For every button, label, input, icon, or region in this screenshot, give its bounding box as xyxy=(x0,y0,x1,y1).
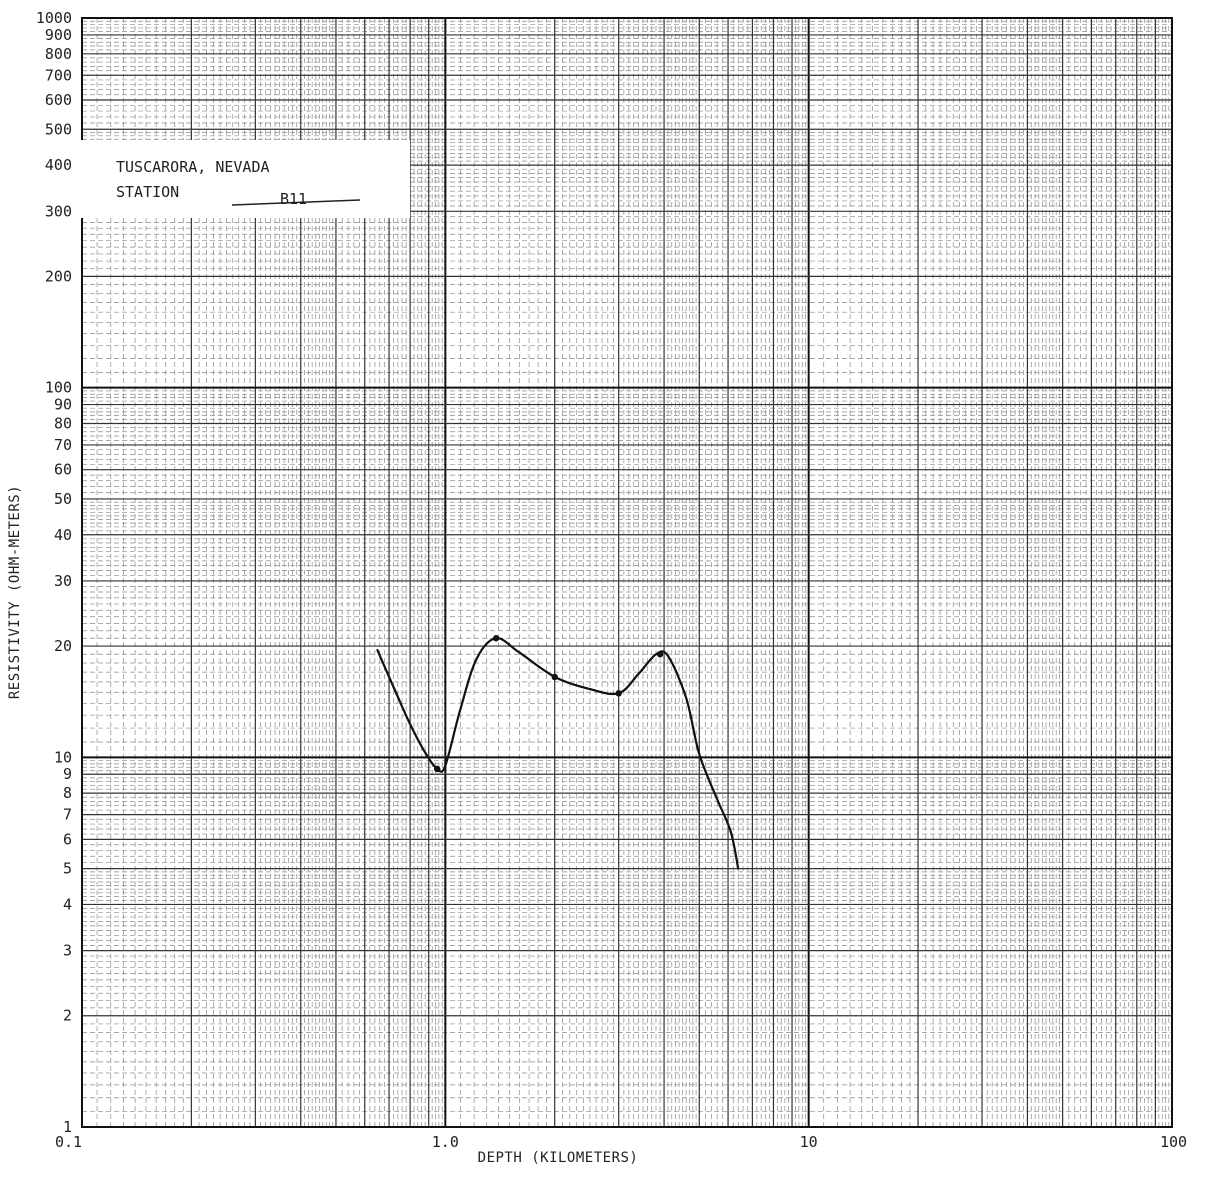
x-tick-label: 10 xyxy=(800,1133,818,1151)
label-box-background xyxy=(80,140,410,218)
y-tick-label: 4 xyxy=(63,895,72,913)
station-label-box: TUSCARORA, NEVADA STATION B11 xyxy=(80,140,410,218)
y-axis-title: RESISTIVITY (OHM-METERS) xyxy=(7,485,23,699)
data-point xyxy=(656,651,664,658)
y-tick-label: 2 xyxy=(63,1007,72,1025)
y-tick-label: 1000 xyxy=(36,9,72,27)
y-tick-label: 8 xyxy=(63,784,72,802)
y-tick-label: 80 xyxy=(54,414,72,432)
y-tick-label: 600 xyxy=(45,91,72,109)
y-tick-label: 90 xyxy=(54,396,72,414)
data-point xyxy=(492,635,500,642)
data-point xyxy=(615,690,622,697)
x-tick-label: 0.1 xyxy=(55,1133,82,1151)
y-tick-label: 20 xyxy=(54,637,72,655)
y-tick-label: 100 xyxy=(45,379,72,397)
x-tick-label: 100 xyxy=(1160,1133,1187,1151)
y-tick-label: 1 xyxy=(63,1118,72,1136)
y-tick-label: 10 xyxy=(54,748,72,766)
station-value: B11 xyxy=(280,190,307,208)
series-layer xyxy=(376,635,740,870)
station-underline xyxy=(231,199,361,206)
y-tick-label: 60 xyxy=(54,461,72,479)
y-tick-label: 9 xyxy=(63,765,72,783)
y-tick-label: 7 xyxy=(63,806,72,824)
data-point xyxy=(434,765,441,773)
y-tick-label: 200 xyxy=(45,267,72,285)
y-tick-label: 6 xyxy=(63,830,72,848)
y-tick-label: 3 xyxy=(63,942,72,960)
plot-frame xyxy=(81,17,1173,1128)
y-tick-label: 300 xyxy=(45,202,72,220)
y-tick-label: 700 xyxy=(45,66,72,84)
station-label: STATION xyxy=(116,183,179,201)
y-tick-label: 40 xyxy=(54,526,72,544)
y-tick-label: 500 xyxy=(45,120,72,138)
y-tick-label: 400 xyxy=(45,156,72,174)
chart-title: TUSCARORA, NEVADA xyxy=(116,158,270,176)
data-point xyxy=(551,673,558,681)
y-tick-label: 50 xyxy=(54,490,72,508)
grid-minor xyxy=(82,18,1172,1127)
x-axis-title: DEPTH (KILOMETERS) xyxy=(478,1150,639,1166)
y-tick-label: 900 xyxy=(45,26,72,44)
y-tick-label: 5 xyxy=(63,860,72,878)
y-tick-label: 800 xyxy=(45,45,72,63)
y-tick-label: 70 xyxy=(54,436,72,454)
x-tick-labels: 0.1 1.0 10 100 xyxy=(55,1133,1187,1151)
x-tick-label: 1.0 xyxy=(432,1133,459,1151)
y-tick-label: 30 xyxy=(54,572,72,590)
